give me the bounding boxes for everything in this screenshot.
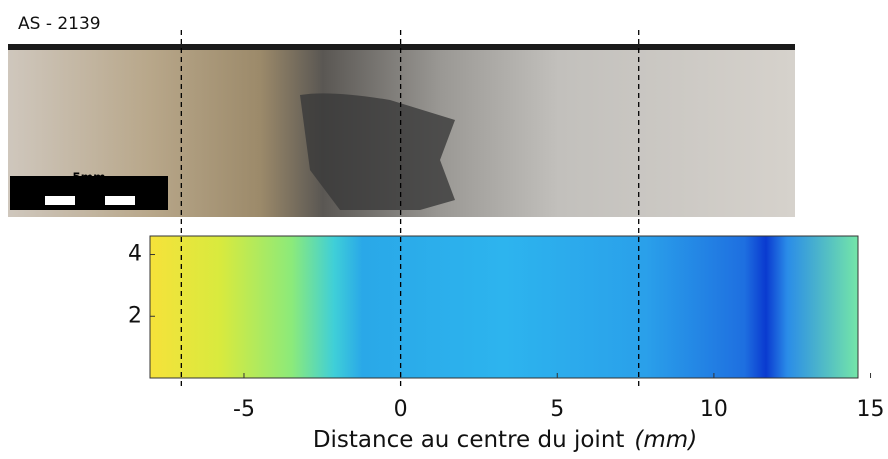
scale-bar-segment (45, 196, 75, 205)
x-tick-label: 10 (700, 397, 728, 422)
title: AS - 2139 (18, 14, 101, 34)
x-axis-label-text: Distance au centre du joint (313, 427, 625, 453)
scale-bar-box (10, 176, 168, 210)
y-tick-label: 2 (128, 303, 142, 328)
micrograph-edge (8, 44, 795, 50)
x-tick-label: -5 (233, 397, 255, 422)
heatmap (149, 235, 859, 379)
weld-zone (300, 93, 455, 210)
x-tick-label: 0 (394, 397, 408, 422)
x-tick-label: 15 (857, 397, 885, 422)
y-tick-label: 4 (128, 242, 142, 267)
scale-bar-label: 5mm (72, 171, 105, 185)
x-tick-label: 5 (550, 397, 564, 422)
x-axis-label-unit: (mm) (634, 427, 697, 453)
x-axis-label: Distance au centre du joint (mm) (313, 427, 697, 453)
scale-bar-segment (105, 196, 135, 205)
